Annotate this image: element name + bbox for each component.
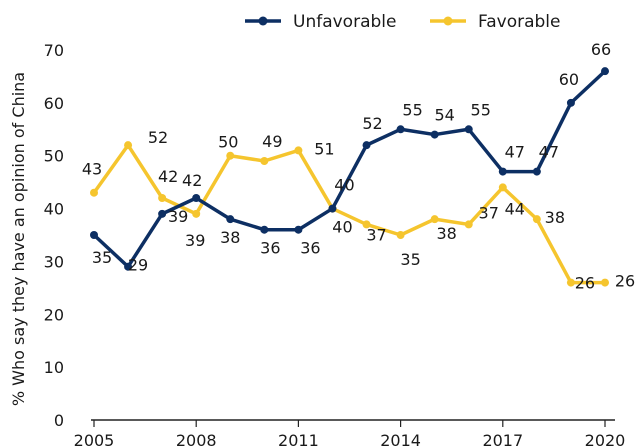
data-label: 26 bbox=[615, 272, 635, 291]
data-point bbox=[464, 125, 473, 134]
data-labels-unfavorable: 35 29 39 42 38 36 36 40 52 55 54 55 47 47 60 66 bbox=[92, 40, 611, 275]
data-label: 43 bbox=[82, 160, 102, 179]
data-point bbox=[396, 125, 405, 134]
y-axis-title: % Who say they have an opinion of China bbox=[9, 72, 28, 406]
data-label: 35 bbox=[92, 248, 112, 267]
data-point bbox=[294, 146, 303, 155]
data-label: 47 bbox=[505, 143, 525, 162]
data-point bbox=[396, 231, 405, 239]
data-label: 36 bbox=[300, 239, 320, 258]
data-point bbox=[566, 98, 575, 107]
legend-label: Favorable bbox=[478, 12, 560, 32]
data-label: 38 bbox=[220, 228, 240, 247]
data-label: 52 bbox=[148, 128, 168, 147]
data-label: 55 bbox=[402, 100, 422, 119]
data-point bbox=[430, 215, 439, 224]
legend-marker bbox=[443, 16, 453, 26]
data-label: 40 bbox=[334, 176, 354, 195]
legend-marker bbox=[258, 16, 268, 26]
data-point bbox=[430, 130, 439, 139]
data-label: 54 bbox=[434, 106, 454, 125]
data-label: 38 bbox=[545, 208, 565, 227]
x-tick-label: 2011 bbox=[278, 431, 319, 446]
data-point bbox=[362, 220, 371, 229]
data-label: 36 bbox=[260, 239, 280, 258]
data-label: 38 bbox=[436, 224, 456, 243]
data-label: 26 bbox=[575, 274, 595, 293]
data-label: 29 bbox=[128, 256, 148, 275]
y-tick-label: 0 bbox=[54, 411, 64, 430]
data-point bbox=[260, 157, 269, 165]
data-point bbox=[532, 167, 541, 176]
data-point bbox=[90, 231, 98, 239]
legend-label: Unfavorable bbox=[293, 12, 396, 32]
data-label: 66 bbox=[591, 40, 611, 59]
data-label: 37 bbox=[479, 203, 499, 222]
data-label: 47 bbox=[539, 143, 559, 162]
series-line-unfavorable bbox=[92, 69, 607, 269]
data-label: 50 bbox=[218, 133, 238, 152]
data-point bbox=[226, 151, 235, 160]
data-point bbox=[90, 188, 98, 197]
series-unfavorable bbox=[90, 67, 609, 271]
y-tick-label: 10 bbox=[44, 358, 64, 377]
y-tick-label: 50 bbox=[44, 147, 64, 166]
y-tick-label: 60 bbox=[44, 94, 64, 113]
data-label: 52 bbox=[362, 114, 382, 133]
data-point bbox=[328, 204, 337, 213]
data-point bbox=[601, 278, 609, 287]
legend: Unfavorable Favorable bbox=[245, 12, 560, 32]
x-tick-label: 2008 bbox=[176, 431, 217, 446]
data-point bbox=[158, 194, 167, 202]
y-tick-label: 20 bbox=[44, 305, 64, 324]
y-tick-label: 40 bbox=[44, 200, 64, 219]
x-tick-label: 2020 bbox=[585, 431, 626, 446]
data-label: 37 bbox=[366, 225, 386, 244]
data-label: 42 bbox=[158, 167, 178, 186]
y-tick-label: 70 bbox=[44, 41, 64, 60]
data-label: 51 bbox=[314, 139, 334, 158]
axes: 0 10 20 30 40 50 60 70 2005 2008 2011 2014 2017 2020 bbox=[44, 41, 626, 446]
data-point bbox=[260, 225, 269, 234]
data-label: 55 bbox=[471, 100, 491, 119]
data-point bbox=[226, 215, 235, 224]
data-label: 39 bbox=[168, 207, 188, 226]
x-tick-label: 2017 bbox=[482, 431, 523, 446]
data-point bbox=[158, 209, 167, 218]
data-label: 39 bbox=[185, 231, 205, 250]
x-tick-label: 2014 bbox=[380, 431, 421, 446]
series-layer: 35 29 39 42 38 36 36 40 52 55 54 55 47 47 60 66 43 52 42 39… bbox=[82, 40, 635, 292]
data-point bbox=[124, 141, 133, 150]
data-point bbox=[498, 167, 507, 176]
data-label: 60 bbox=[559, 70, 579, 89]
data-label: 49 bbox=[262, 132, 282, 151]
data-point bbox=[192, 194, 201, 202]
data-point bbox=[192, 209, 201, 218]
data-label: 40 bbox=[332, 218, 352, 237]
data-label: 44 bbox=[505, 199, 525, 218]
data-point bbox=[464, 220, 473, 229]
data-point bbox=[294, 225, 303, 234]
data-point bbox=[601, 67, 609, 76]
y-tick-label: 30 bbox=[44, 252, 64, 271]
x-tick-label: 2005 bbox=[74, 431, 115, 446]
data-point bbox=[124, 262, 133, 271]
data-label: 35 bbox=[400, 250, 420, 269]
data-point bbox=[566, 278, 575, 287]
data-point bbox=[362, 141, 371, 150]
data-label: 42 bbox=[182, 171, 202, 190]
data-point bbox=[532, 215, 541, 224]
data-point bbox=[498, 183, 507, 192]
